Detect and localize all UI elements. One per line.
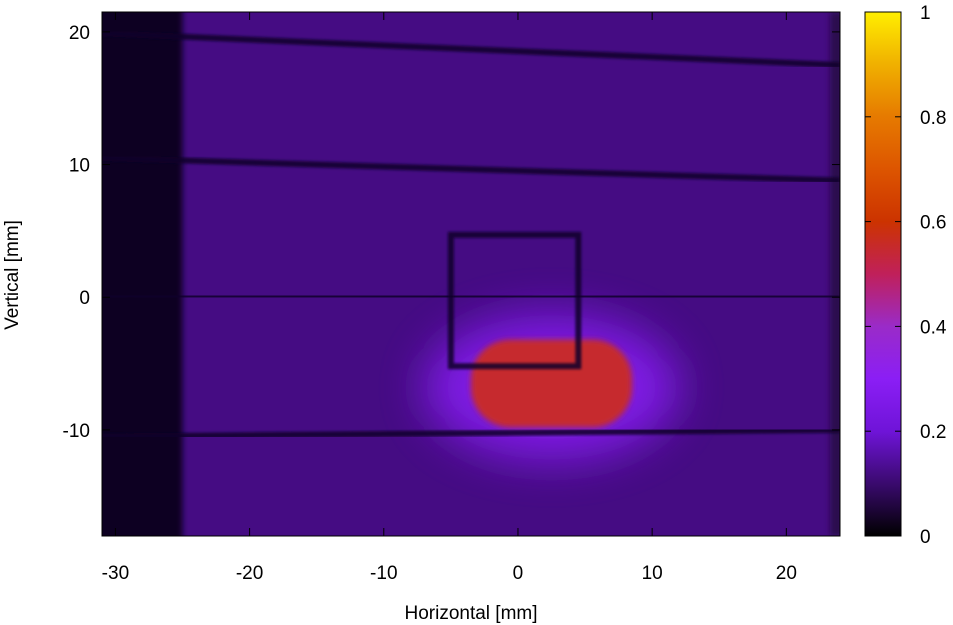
x-tick-label: -20 bbox=[236, 563, 263, 584]
heatmap-background bbox=[102, 12, 840, 536]
dark-margin-region bbox=[102, 12, 183, 536]
grid-wire-horizontal bbox=[102, 154, 840, 184]
x-tick-label: -30 bbox=[102, 563, 129, 584]
wire-frame bbox=[447, 231, 582, 370]
plot-border bbox=[101, 11, 841, 537]
x-tick-label: 20 bbox=[776, 563, 797, 584]
heatmap-plot-area bbox=[102, 12, 840, 536]
colorbar: 0 0.2 0.4 0.6 0.8 1 bbox=[864, 3, 947, 548]
x-axis-label: Horizontal [mm] bbox=[404, 603, 537, 624]
y-axis-label: Vertical [mm] bbox=[2, 220, 23, 330]
colorbar-gradient bbox=[864, 11, 902, 537]
y-tick-label: 10 bbox=[69, 156, 90, 177]
dark-right-edge bbox=[830, 12, 840, 536]
y-tick-label: 0 bbox=[79, 288, 90, 309]
grid-wire-horizontal bbox=[102, 426, 840, 440]
colorbar-tick-label: 0.6 bbox=[920, 213, 946, 234]
beam-spot-core bbox=[471, 339, 633, 428]
grid-wire-horizontal bbox=[102, 292, 840, 301]
x-tick-label: 10 bbox=[642, 563, 663, 584]
y-tick-label: 20 bbox=[69, 23, 90, 44]
x-tick-label: 0 bbox=[513, 563, 524, 584]
colorbar-tick-label: 1 bbox=[920, 3, 931, 24]
colorbar-tick-label: 0 bbox=[920, 527, 931, 548]
y-tick-label: -10 bbox=[63, 421, 90, 442]
colorbar-tick-label: 0.8 bbox=[920, 108, 946, 129]
grid-wire-horizontal bbox=[102, 30, 840, 69]
colorbar-tick-label: 0.2 bbox=[920, 422, 946, 443]
x-tick-label: -10 bbox=[370, 563, 397, 584]
colorbar-tick-label: 0.4 bbox=[920, 317, 947, 338]
